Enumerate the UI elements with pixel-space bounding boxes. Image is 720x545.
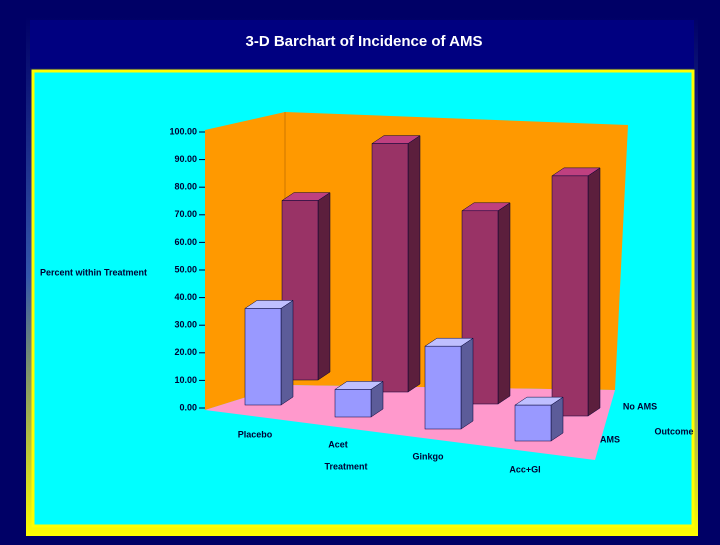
bar-side: [317, 192, 331, 381]
x-tick-label: Placebo: [238, 429, 273, 439]
y-tick-label: 100.00: [169, 126, 197, 136]
y-tick-label: 80.00: [174, 182, 197, 192]
y-tick-label: 90.00: [174, 154, 197, 164]
x-tick-label: Acc+GI: [509, 464, 540, 474]
y-tick-label: 60.00: [174, 237, 197, 247]
y-tick-label: 10.00: [174, 375, 197, 385]
x-tick-label: Acet: [328, 439, 348, 449]
y-tick-label: 20.00: [174, 347, 197, 357]
x-axis-title: Treatment: [324, 461, 367, 471]
y-tick-label: 70.00: [174, 209, 197, 219]
bar-side: [407, 135, 421, 393]
title-bar: [30, 20, 694, 68]
y-tick-label: 50.00: [174, 264, 197, 274]
y-tick-label: 40.00: [174, 292, 197, 302]
bar: [244, 308, 282, 406]
chart-title: 3-D Barchart of Incidence of AMS: [246, 33, 483, 50]
x-tick-label: Ginkgo: [413, 451, 445, 461]
bar: [424, 345, 462, 430]
floor: [205, 385, 615, 460]
bar: [551, 175, 589, 417]
bar: [334, 389, 372, 418]
series-label: AMS: [600, 434, 620, 444]
y-tick-label: 0.00: [179, 402, 197, 412]
bar-side: [460, 337, 474, 430]
legend-title: Outcome: [654, 426, 693, 436]
bar: [514, 404, 552, 442]
y-axis-title: Percent within Treatment: [40, 267, 147, 277]
bar-side: [280, 299, 294, 406]
bar: [371, 143, 409, 393]
bar-side: [497, 202, 511, 405]
back-wall: [285, 112, 628, 390]
y-tick-label: 30.00: [174, 320, 197, 330]
series-label: No AMS: [623, 401, 657, 411]
bar-side: [587, 167, 601, 417]
